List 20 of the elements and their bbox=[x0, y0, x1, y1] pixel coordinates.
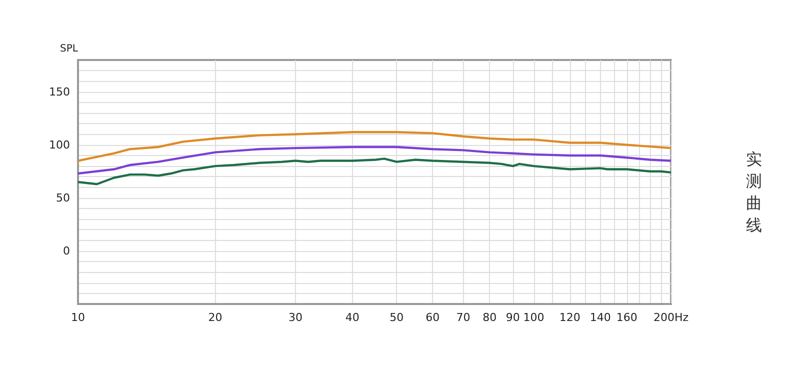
x-tick-label: 10 bbox=[71, 311, 85, 324]
x-tick-label: 200Hz bbox=[653, 311, 689, 324]
x-tick-label: 100 bbox=[523, 311, 544, 324]
x-tick-label: 60 bbox=[426, 311, 440, 324]
text: 实测曲线 bbox=[746, 150, 762, 234]
x-tick-label: 20 bbox=[208, 311, 222, 324]
x-tick-label: 120 bbox=[559, 311, 580, 324]
y-tick-label: 100 bbox=[49, 138, 70, 152]
y-tick-label: 150 bbox=[49, 85, 70, 98]
x-tick-label: 50 bbox=[390, 311, 404, 324]
x-tick-label: 40 bbox=[345, 311, 360, 324]
x-tick-label: 140 bbox=[590, 311, 611, 324]
x-tick-label: 160 bbox=[616, 311, 638, 324]
x-tick-label: 30 bbox=[288, 311, 302, 324]
x-tick-label: 80 bbox=[482, 311, 497, 324]
y-tick-label: 50 bbox=[56, 191, 70, 204]
x-tick-label: 70 bbox=[456, 311, 470, 324]
y-axis-title: SPL bbox=[60, 44, 78, 54]
y-tick-label: 0 bbox=[63, 244, 70, 258]
x-tick-label: 90 bbox=[506, 311, 520, 324]
